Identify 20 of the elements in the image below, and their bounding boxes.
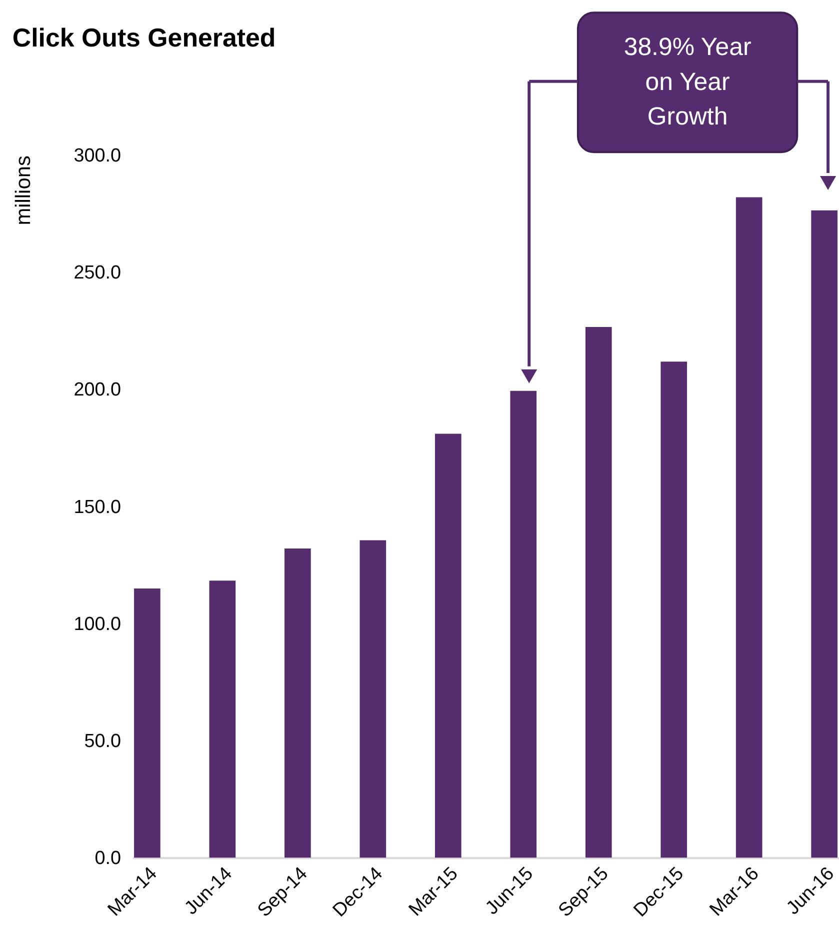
bar — [585, 326, 612, 858]
y-tick-label: 250.0 — [74, 262, 122, 284]
y-tick-label: 300.0 — [74, 146, 122, 167]
y-tick-label: 0.0 — [94, 848, 122, 870]
y-axis-title: millions — [12, 156, 35, 226]
bar — [510, 390, 537, 858]
chart-title: Click Outs Generated — [12, 24, 276, 52]
bar — [434, 434, 462, 858]
bar — [284, 548, 311, 858]
bar — [209, 580, 236, 858]
y-tick-label: 150.0 — [74, 496, 122, 518]
y-tick-label: 200.0 — [74, 380, 122, 401]
bar — [736, 197, 762, 858]
bar — [134, 588, 160, 858]
y-tick-label: 50.0 — [84, 730, 122, 752]
bar — [660, 362, 688, 858]
text: 38.9% Year on Year Growth — [624, 32, 752, 131]
bar — [811, 210, 838, 858]
y-tick-label: 100.0 — [74, 614, 122, 635]
bar — [360, 540, 386, 858]
